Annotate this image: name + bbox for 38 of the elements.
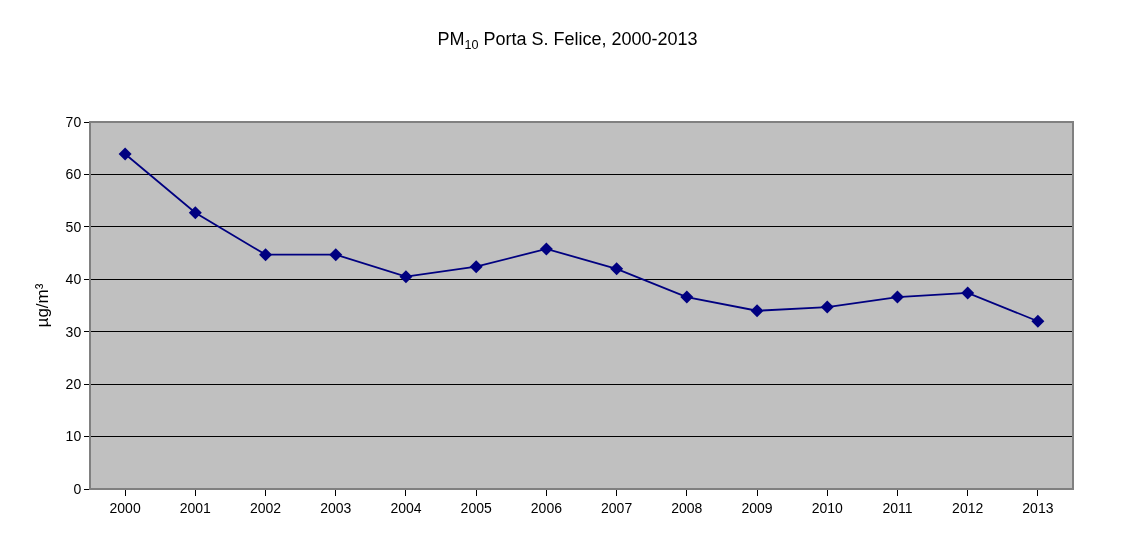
y-tick-label: 20: [65, 376, 82, 393]
point: [890, 290, 904, 304]
y-axis-title: µg/m³: [33, 283, 53, 328]
x-tick-label: 2009: [741, 499, 773, 516]
y-tick-label: 0: [73, 480, 82, 497]
point: [610, 262, 624, 276]
point: [329, 248, 343, 262]
x-tick-label: 2004: [390, 499, 422, 516]
point: [750, 304, 764, 318]
point: [469, 260, 483, 274]
y-tick-label: 40: [65, 271, 82, 288]
y-tick-label: 70: [65, 113, 82, 130]
x-tick-label: 2006: [530, 499, 563, 516]
x-tick-label: 2000: [109, 499, 141, 516]
chart-title: PM$_{10}$ Porta S. Felice, 2000-2013: [437, 29, 698, 52]
x-tick-label: 2011: [882, 499, 913, 516]
y-tick-label: 50: [65, 218, 82, 235]
point: [399, 270, 413, 284]
point: [539, 242, 553, 256]
x-tick-label: 2012: [952, 499, 984, 516]
point: [1031, 314, 1045, 328]
x-tick-label: 2005: [460, 499, 492, 516]
point: [680, 290, 694, 304]
x-tick-label: 2013: [1022, 499, 1054, 516]
x-tick-label: 2007: [601, 499, 633, 516]
x-tick-label: 2001: [179, 499, 212, 516]
point: [820, 300, 834, 314]
y-tick-label: 60: [65, 166, 82, 183]
point: [118, 147, 132, 161]
x-tick-label: 2002: [249, 499, 282, 516]
y-tick-label: 30: [65, 323, 82, 340]
point: [961, 286, 975, 300]
y-tick-label: 10: [65, 428, 82, 445]
point: [259, 248, 273, 262]
x-tick-label: 2008: [671, 499, 703, 516]
x-tick-label: 2003: [320, 499, 352, 516]
x-tick-label: 2010: [811, 499, 844, 516]
point: [188, 206, 202, 220]
